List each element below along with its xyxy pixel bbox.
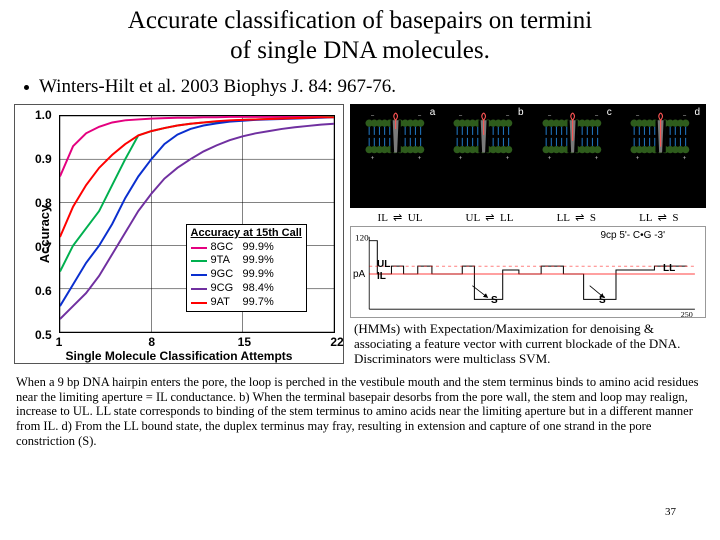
x-tick: 22 [330, 335, 343, 349]
svg-text:−: − [371, 112, 375, 119]
trace-title: 9cp 5'- C•G -3' [600, 230, 665, 241]
state-pair: LL ⇌ S [557, 211, 596, 224]
y-tick: 1.0 [35, 108, 52, 122]
bullet-icon [24, 85, 29, 90]
il-label: IL [377, 271, 386, 282]
state-pair: IL ⇌ UL [378, 211, 423, 224]
x-tick: 15 [238, 335, 251, 349]
legend-swatch [191, 247, 207, 249]
ll-label: LL [663, 263, 675, 274]
ul-label: UL [377, 259, 390, 270]
legend-row: 9GC 99.9% [191, 268, 302, 282]
svg-text:−: − [594, 112, 598, 119]
svg-text:−: − [547, 112, 551, 119]
svg-text:+: + [594, 155, 598, 162]
svg-text:+: + [682, 155, 686, 162]
panel-state-labels: IL ⇌ UL UL ⇌ LL LL ⇌ S LL ⇌ S [350, 208, 706, 224]
x-tick: 1 [56, 335, 63, 349]
slide-title: Accurate classification of basepairs on … [0, 0, 720, 66]
legend-row: 8GC 99.9% [191, 241, 302, 255]
figure-caption: (HMMs) with Expectation/Maximization for… [350, 318, 706, 367]
y-tick: 0.6 [35, 284, 52, 298]
y-tick: 0.8 [35, 196, 52, 210]
legend-row: 9CG 98.4% [191, 282, 302, 296]
s-label-2: S [599, 295, 606, 306]
chart-legend: Accuracy at 15th Call 8GC99.9%9TA99.9%9G… [186, 224, 307, 313]
citation-line: Winters-Hilt et al. 2003 Biophys J. 84: … [0, 66, 720, 104]
state-pair: LL ⇌ S [639, 211, 678, 224]
svg-text:−: − [635, 112, 639, 119]
legend-row: 9TA 99.9% [191, 254, 302, 268]
pore-panel: d−−++ [618, 107, 703, 205]
svg-text:−: − [459, 112, 463, 119]
legend-value: 98.4% [243, 282, 274, 296]
legend-row: 9AT 99.7% [191, 296, 302, 310]
svg-text:+: + [418, 155, 422, 162]
legend-swatch [191, 260, 207, 262]
svg-text:+: + [459, 155, 463, 162]
bottom-paragraph: When a 9 bp DNA hairpin enters the pore,… [0, 367, 720, 449]
x-tick: 8 [148, 335, 155, 349]
legend-title: Accuracy at 15th Call [191, 227, 302, 241]
pore-panel: c−−++ [530, 107, 615, 205]
legend-swatch [191, 288, 207, 290]
pore-panels: a−−++b−−++c−−++d−−++ [350, 104, 706, 208]
svg-text:−: − [418, 112, 422, 119]
svg-text:−: − [506, 112, 510, 119]
legend-value: 99.9% [243, 254, 274, 268]
legend-swatch [191, 302, 207, 304]
legend-label: 9TA [211, 254, 239, 268]
state-pair: UL ⇌ LL [466, 211, 514, 224]
pa-label: pA [353, 269, 365, 280]
pore-panel: a−−++ [353, 107, 438, 205]
legend-value: 99.9% [243, 241, 274, 255]
current-trace: 120 250 9cp 5'- C•G -3' pA UL IL LL S S [350, 226, 706, 318]
svg-text:+: + [506, 155, 510, 162]
svg-text:120: 120 [355, 233, 369, 243]
s-label-1: S [491, 295, 498, 306]
legend-label: 9GC [211, 268, 239, 282]
svg-text:250: 250 [681, 310, 693, 317]
legend-label: 8GC [211, 241, 239, 255]
legend-label: 9CG [211, 282, 239, 296]
svg-text:−: − [682, 112, 686, 119]
x-axis-label: Single Molecule Classification Attempts [15, 349, 343, 363]
svg-text:+: + [371, 155, 375, 162]
y-tick: 0.5 [35, 328, 52, 342]
page-number: 37 [665, 506, 676, 518]
y-axis-label: Accuracy [37, 205, 52, 264]
legend-value: 99.7% [243, 296, 274, 310]
pore-panel: b−−++ [441, 107, 526, 205]
accuracy-chart: Accuracy Single Molecule Classification … [14, 104, 344, 364]
legend-swatch [191, 274, 207, 276]
legend-label: 9AT [211, 296, 239, 310]
y-tick: 0.9 [35, 152, 52, 166]
legend-value: 99.9% [243, 268, 274, 282]
y-tick: 0.7 [35, 240, 52, 254]
svg-text:+: + [635, 155, 639, 162]
svg-text:+: + [547, 155, 551, 162]
